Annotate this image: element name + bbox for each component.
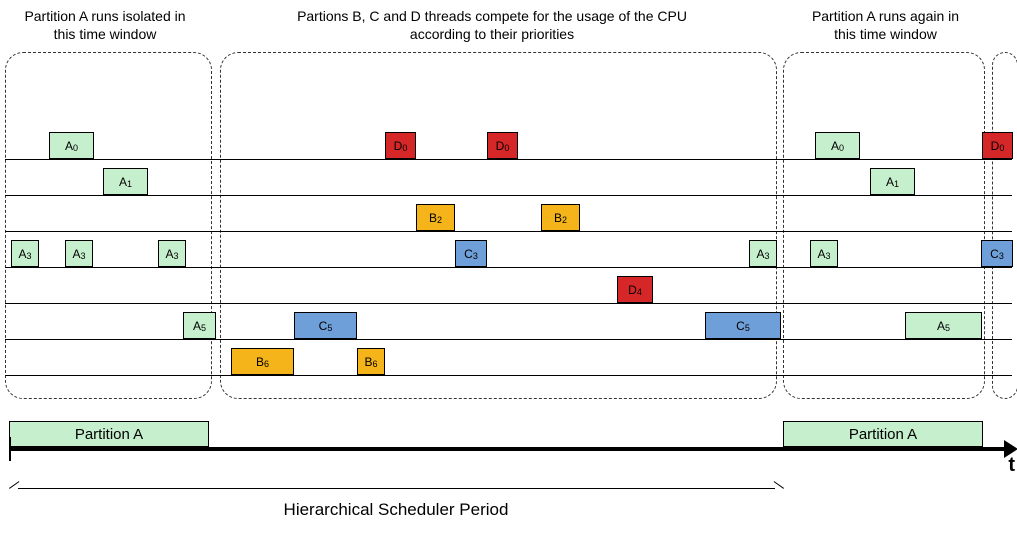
task-A3: A3 (11, 240, 39, 267)
axis-slot-a1: Partition A (9, 421, 209, 447)
priority-row-2 (5, 195, 1012, 232)
task-A5: A5 (905, 312, 982, 339)
task-B6: B6 (357, 348, 385, 375)
task-B6: B6 (231, 348, 294, 375)
task-D0: D0 (487, 132, 518, 159)
priority-row-5 (5, 303, 1012, 340)
task-A5: A5 (183, 312, 216, 339)
axis-t-label: t (1008, 454, 1015, 477)
task-A1: A1 (103, 168, 148, 195)
task-D0: D0 (982, 132, 1013, 159)
task-A3: A3 (749, 240, 777, 267)
time-axis (9, 447, 1008, 451)
axis-slot-a2: Partition A (783, 421, 983, 447)
task-A3: A3 (65, 240, 93, 267)
task-C5: C5 (294, 312, 357, 339)
task-A0: A0 (815, 132, 860, 159)
period-label: Hierarchical Scheduler Period (9, 500, 783, 520)
caption-mid: Partions B, C and D threads compete for … (232, 8, 752, 43)
task-A1: A1 (870, 168, 915, 195)
caption-left: Partition A runs isolated inthis time wi… (5, 8, 205, 43)
task-C3: C3 (981, 240, 1013, 267)
diagram-root: Partition A runs isolated inthis time wi… (0, 0, 1017, 543)
task-D0: D0 (385, 132, 416, 159)
axis-start-tick (9, 437, 11, 461)
task-B2: B2 (416, 204, 455, 231)
task-C3: C3 (455, 240, 487, 267)
priority-row-1 (5, 159, 1012, 196)
task-B2: B2 (541, 204, 580, 231)
priority-row-4 (5, 267, 1012, 304)
task-C5: C5 (705, 312, 781, 339)
task-D4: D4 (617, 276, 653, 303)
priority-row-6 (5, 339, 1012, 376)
task-A3: A3 (158, 240, 186, 267)
task-A0: A0 (49, 132, 94, 159)
priority-row-3 (5, 231, 1012, 268)
gantt-rows: A0A1A3A3A3A5B6C5B6D0B2C3D0B2D4C5A3A0A3A1… (5, 123, 1012, 381)
task-A3: A3 (810, 240, 838, 267)
caption-right: Partition A runs again inthis time windo… (788, 8, 983, 43)
